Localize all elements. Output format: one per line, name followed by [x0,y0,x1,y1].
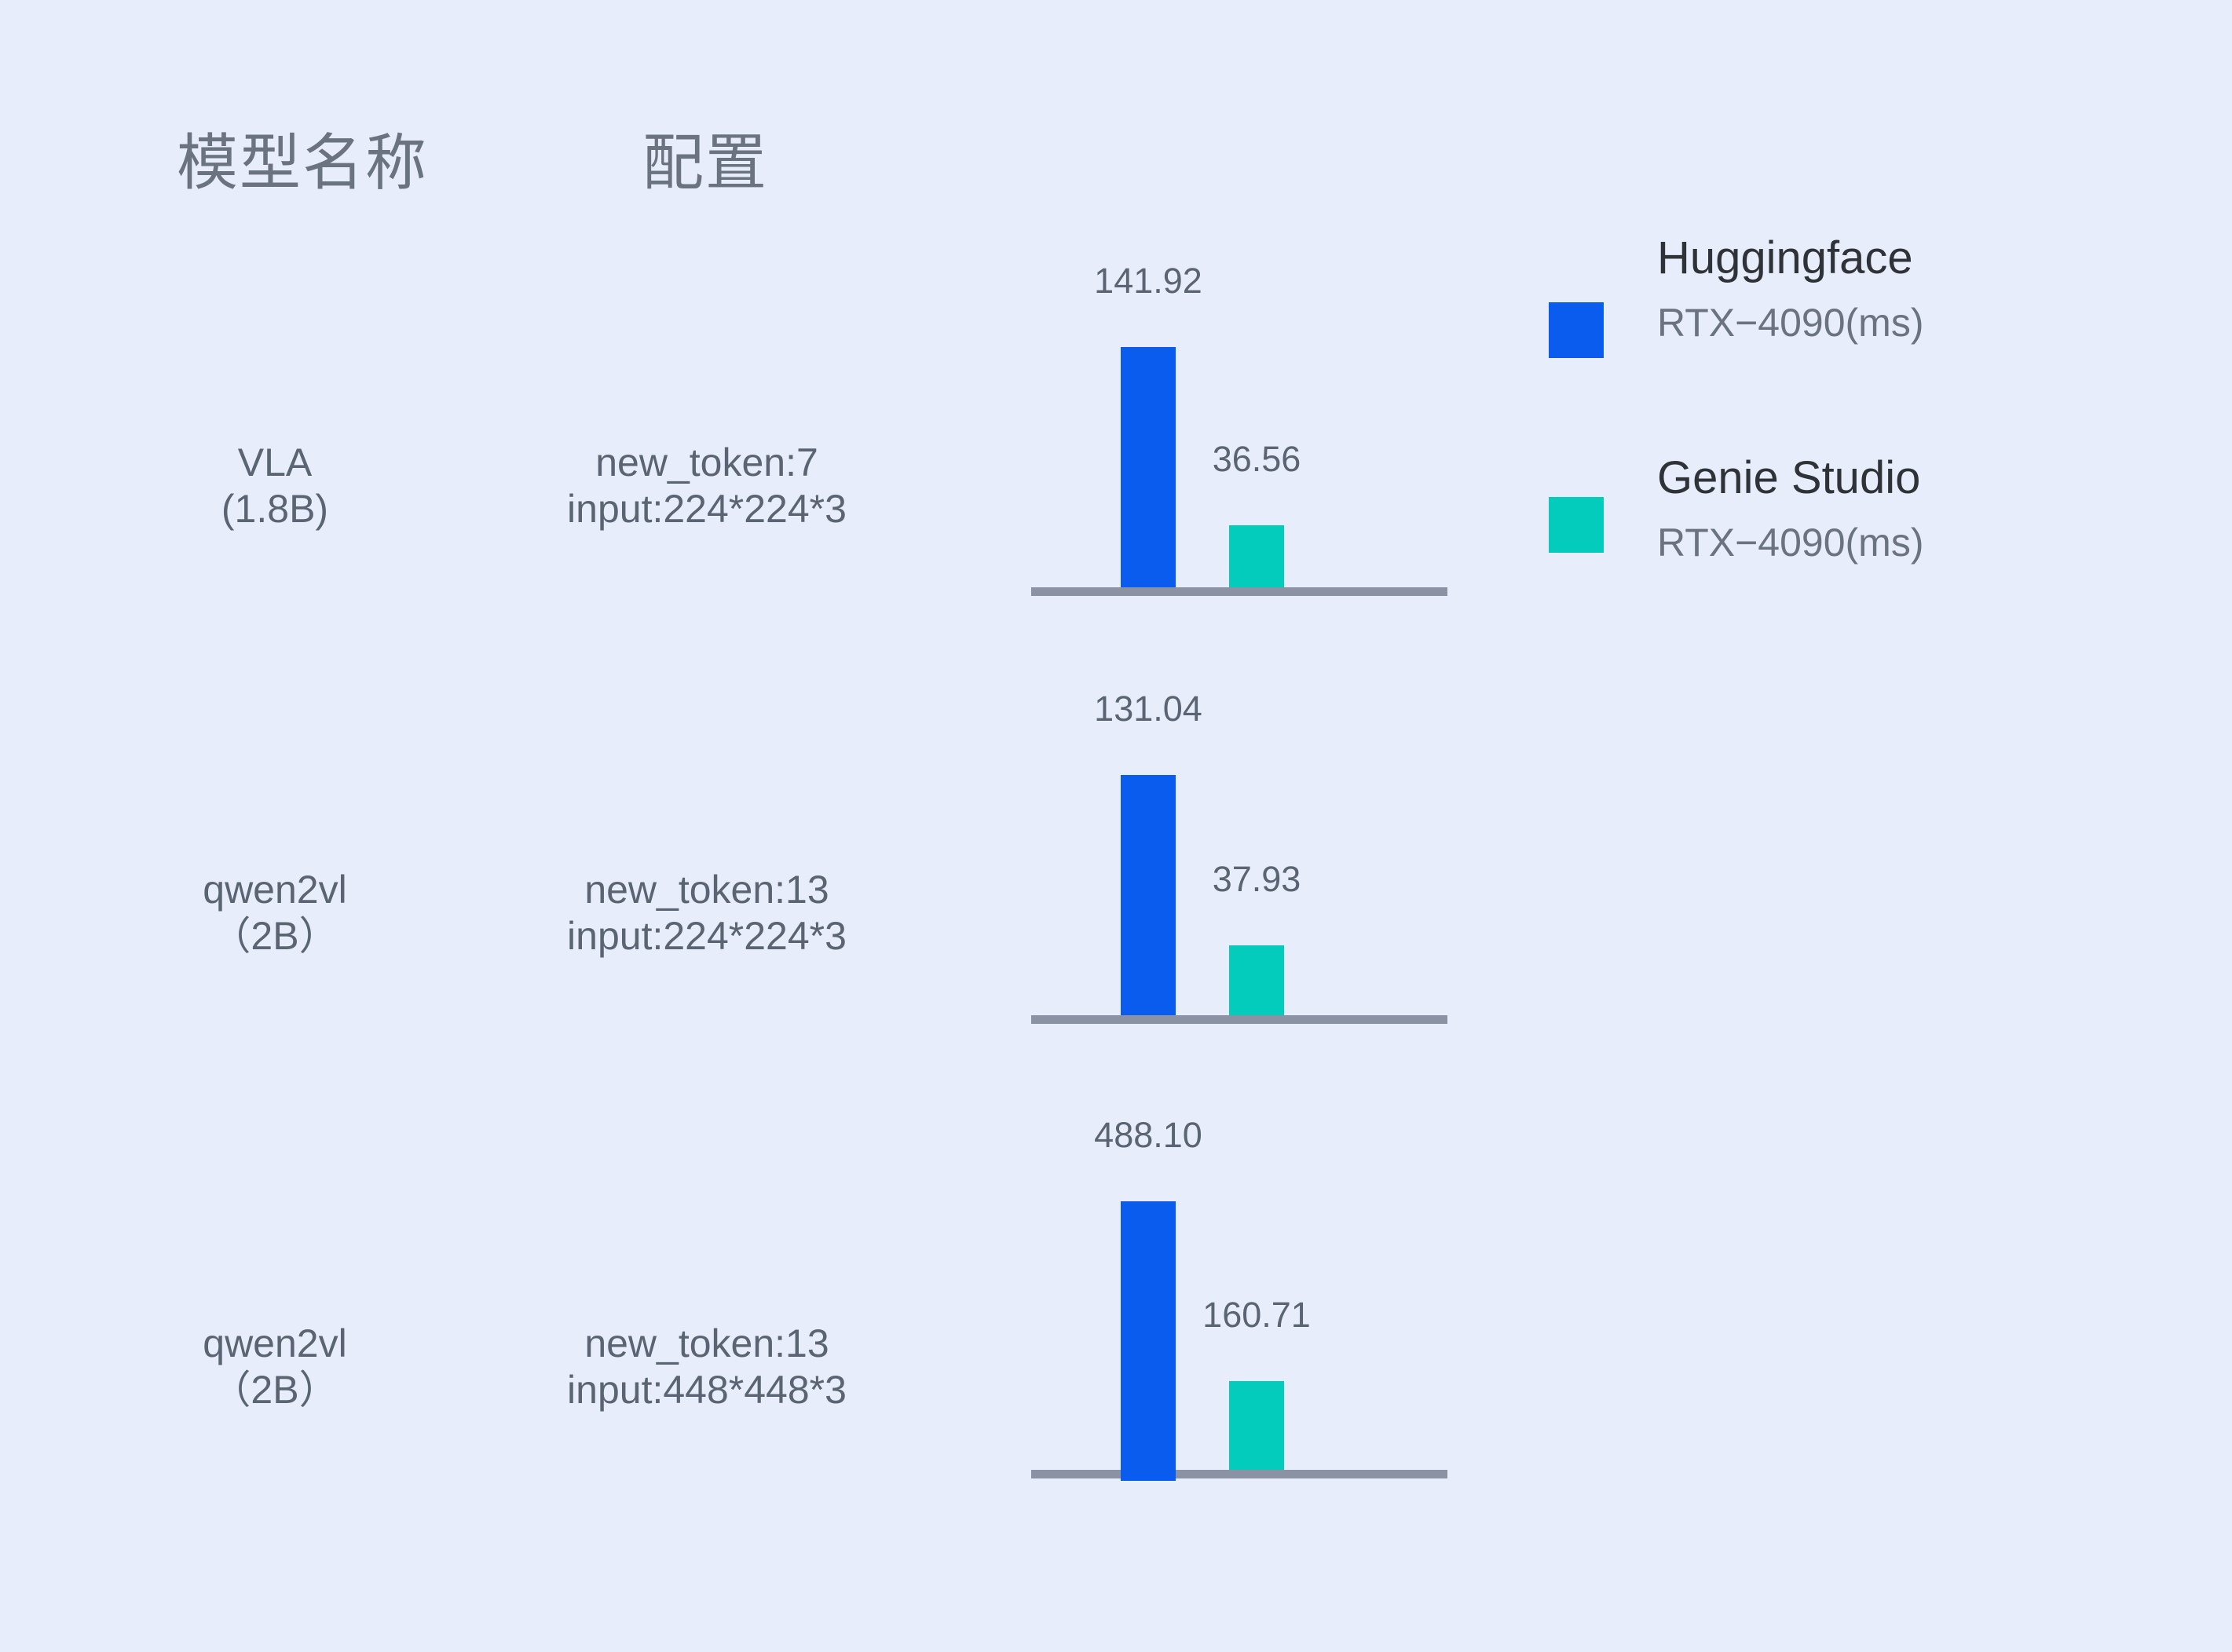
row-config-label: new_token:13 input:224*224*3 [471,867,942,959]
legend-text-block: Huggingface RTX−4090(ms) [1657,232,2160,345]
legend-subtitle: RTX−4090(ms) [1657,521,1924,565]
bar-value-label-huggingface: 141.92 [1094,261,1202,301]
genie-studio-color-swatch [1549,497,1604,553]
row-baseline-axis [1031,1015,1447,1024]
row-model-label: VLA (1.8B) [118,440,432,532]
bar-value-label-huggingface: 131.04 [1094,689,1202,729]
column-header-model-name: 模型名称 [177,128,429,197]
row-model-line-2: （2B） [211,914,338,958]
bar-value-label-genie-studio: 160.71 [1202,1295,1311,1335]
bar-huggingface[interactable] [1121,775,1176,1015]
row-config-line-1: new_token:13 [584,868,829,912]
row-config-line-2: input:224*224*3 [567,914,847,958]
bar-huggingface[interactable] [1121,347,1176,587]
bar-genie-studio[interactable] [1229,525,1284,587]
row-model-line-2: (1.8B) [221,487,329,531]
row-model-label: qwen2vl （2B） [118,867,432,959]
row-baseline-axis [1031,587,1447,596]
row-config-line-1: new_token:7 [595,440,818,484]
bar-value-label-genie-studio: 36.56 [1212,439,1301,479]
chart-row: VLA (1.8B) new_token:7 input:224*224*3 [0,440,2232,644]
bar-value-label-genie-studio: 37.93 [1212,859,1301,899]
row-config-line-1: new_token:13 [584,1321,829,1365]
row-model-line-2: （2B） [211,1368,338,1412]
row-config-label: new_token:7 input:224*224*3 [471,440,942,532]
bar-genie-studio[interactable] [1229,1381,1284,1470]
row-model-label: qwen2vl （2B） [118,1321,432,1413]
column-header-config: 配置 [642,128,769,197]
bar-huggingface[interactable] [1121,1201,1176,1481]
legend-title: Huggingface [1657,232,1913,283]
row-config-line-2: input:448*448*3 [567,1368,847,1412]
row-config-label: new_token:13 input:448*448*3 [471,1321,942,1413]
chart-row: qwen2vl （2B） new_token:13 input:224*224*… [0,867,2232,1071]
row-baseline-axis [1031,1470,1447,1478]
row-model-line-1: qwen2vl [203,1321,347,1365]
legend-title: Genie Studio [1657,452,1921,503]
bar-value-label-huggingface: 488.10 [1094,1115,1202,1155]
huggingface-color-swatch [1549,302,1604,358]
legend-subtitle: RTX−4090(ms) [1657,301,1924,345]
row-config-line-2: input:224*224*3 [567,487,847,531]
bar-genie-studio[interactable] [1229,945,1284,1015]
row-model-line-1: qwen2vl [203,868,347,912]
row-model-line-1: VLA [237,440,313,484]
legend-text-block: Genie Studio RTX−4090(ms) [1657,452,2160,565]
chart-row: qwen2vl （2B） new_token:13 input:448*448*… [0,1321,2232,1525]
